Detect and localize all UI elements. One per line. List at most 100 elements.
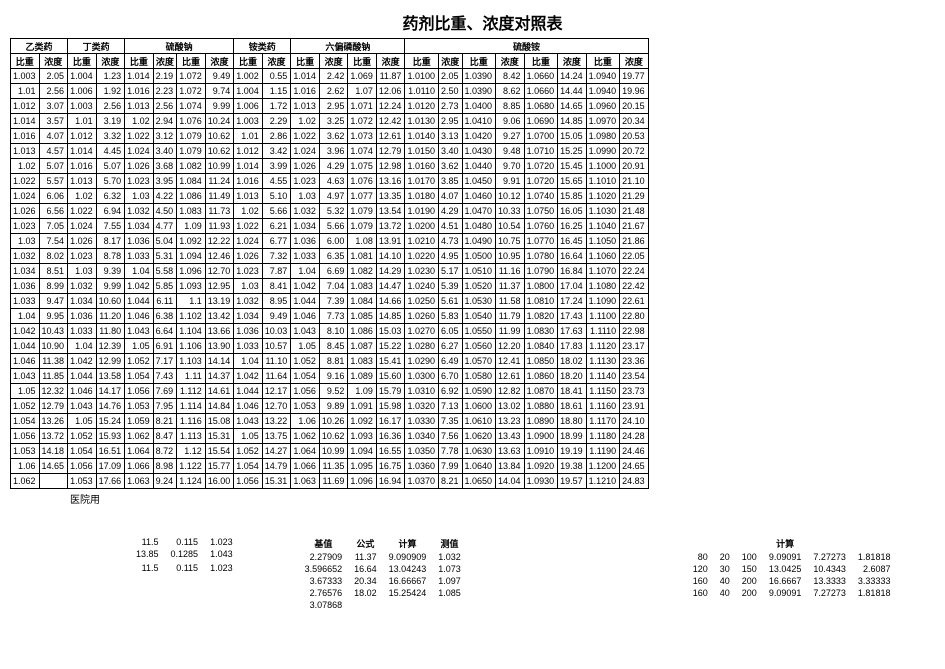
cell: 12.41 xyxy=(496,354,525,369)
cell: 22.98 xyxy=(620,324,649,339)
cell: 7.99 xyxy=(438,459,462,474)
cell: 1.0680 xyxy=(524,99,558,114)
cell: 1.056 xyxy=(234,474,263,489)
cell: 1.0720 xyxy=(524,159,558,174)
cell: 1.026 xyxy=(11,204,40,219)
lower-row: 1604020016.666713.33333.33333 xyxy=(687,575,897,587)
cell: 16.36 xyxy=(376,429,405,444)
cell: 7.05 xyxy=(39,219,68,234)
cell: 1.15 xyxy=(262,84,291,99)
cell: 1.062 xyxy=(291,429,320,444)
table-row: 1.0368.991.0329.991.0425.851.09312.951.0… xyxy=(11,279,649,294)
cell: 1.102 xyxy=(177,309,206,324)
cell: 16.00 xyxy=(205,474,234,489)
lower-cell: 0.115 xyxy=(165,536,205,548)
cell: 12.46 xyxy=(205,249,234,264)
lower-row: 1203015013.042510.43432.6087 xyxy=(687,563,897,575)
cell: 1.054 xyxy=(291,369,320,384)
cell: 1.026 xyxy=(234,249,263,264)
cell: 15.60 xyxy=(376,369,405,384)
cell: 12.17 xyxy=(262,384,291,399)
cell: 18.99 xyxy=(558,429,587,444)
cell: 8.21 xyxy=(438,474,462,489)
cell: 1.043 xyxy=(125,324,154,339)
cell: 1.23 xyxy=(96,69,125,84)
cell: 1.106 xyxy=(177,339,206,354)
cell: 1.0940 xyxy=(586,69,620,84)
cell: 2.95 xyxy=(319,99,348,114)
cell: 1.0340 xyxy=(405,429,439,444)
cell: 9.74 xyxy=(205,84,234,99)
lower-header xyxy=(714,536,736,551)
lower-cell: 1.81818 xyxy=(852,587,897,599)
cell: 15.77 xyxy=(205,459,234,474)
lower-row: 13.850.12851.043 xyxy=(130,548,239,560)
cell: 6.35 xyxy=(319,249,348,264)
table-row: 1.012.561.0061.921.0162.231.0729.741.004… xyxy=(11,84,649,99)
cell: 14.44 xyxy=(558,84,587,99)
cell: 1.044 xyxy=(11,339,40,354)
cell: 1.024 xyxy=(11,189,40,204)
cell: 1.0240 xyxy=(405,279,439,294)
cell: 21.48 xyxy=(620,204,649,219)
lower-cell: 3.33333 xyxy=(852,575,897,587)
cell: 14.61 xyxy=(205,384,234,399)
table-row: 1.04611.381.04212.991.0527.171.10314.141… xyxy=(11,354,649,369)
cell: 11.99 xyxy=(496,324,525,339)
cell: 1.023 xyxy=(11,219,40,234)
cell: 1.0300 xyxy=(405,369,439,384)
cell: 1.0280 xyxy=(405,339,439,354)
cell: 1.103 xyxy=(177,354,206,369)
cell: 8.98 xyxy=(153,459,177,474)
cell: 1.1170 xyxy=(586,414,620,429)
cell: 14.65 xyxy=(558,99,587,114)
cell: 4.29 xyxy=(319,159,348,174)
cell: 12.82 xyxy=(496,384,525,399)
cell: 1.016 xyxy=(125,84,154,99)
cell: 1.012 xyxy=(11,99,40,114)
cell: 10.95 xyxy=(496,249,525,264)
table-row: 1.0512.321.04614.171.0567.691.11214.611.… xyxy=(11,384,649,399)
cell: 14.85 xyxy=(376,309,405,324)
cell: 1.046 xyxy=(11,354,40,369)
cell: 9.48 xyxy=(496,144,525,159)
main-table-head: 乙类药丁类药硫酸钠铵类药六偏磷酸钠硫酸铵 比重浓度比重浓度比重浓度比重浓度比重浓… xyxy=(11,39,649,69)
cell: 1.033 xyxy=(291,249,320,264)
cell: 1.054 xyxy=(234,459,263,474)
cell: 1.03 xyxy=(125,189,154,204)
cell: 1.056 xyxy=(68,459,97,474)
lower-cell: 15.25424 xyxy=(383,587,433,599)
lower-cell: 120 xyxy=(687,563,714,575)
cell: 17.63 xyxy=(558,324,587,339)
cell: 14.79 xyxy=(262,459,291,474)
sub-header: 浓度 xyxy=(620,54,649,69)
cell: 1.053 xyxy=(11,444,40,459)
cell: 5.58 xyxy=(153,264,177,279)
cell: 15.79 xyxy=(376,384,405,399)
cell: 1.1030 xyxy=(586,204,620,219)
cell: 1.003 xyxy=(68,99,97,114)
cell: 19.77 xyxy=(620,69,649,84)
cell: 5.07 xyxy=(39,159,68,174)
lower-mid-table: 基值公式计算测值2.2790911.379.0909091.0323.59665… xyxy=(299,536,467,611)
cell: 1.0640 xyxy=(462,459,496,474)
cell: 1.1090 xyxy=(586,294,620,309)
cell: 1.0750 xyxy=(524,204,558,219)
cell: 1.079 xyxy=(177,129,206,144)
cell: 1.72 xyxy=(262,99,291,114)
table-row: 1.0143.571.013.191.022.941.07610.241.003… xyxy=(11,114,649,129)
cell: 1.064 xyxy=(291,444,320,459)
cell: 1.0880 xyxy=(524,399,558,414)
cell: 3.95 xyxy=(153,174,177,189)
cell: 1.0990 xyxy=(586,144,620,159)
cell: 1.09 xyxy=(177,219,206,234)
cell: 1.0660 xyxy=(524,69,558,84)
group-header: 铵类药 xyxy=(234,39,291,54)
cell: 2.62 xyxy=(319,84,348,99)
cell: 1.0260 xyxy=(405,309,439,324)
cell: 16.05 xyxy=(558,204,587,219)
cell: 1.064 xyxy=(125,444,154,459)
cell: 24.83 xyxy=(620,474,649,489)
cell: 10.03 xyxy=(262,324,291,339)
cell: 14.66 xyxy=(376,294,405,309)
